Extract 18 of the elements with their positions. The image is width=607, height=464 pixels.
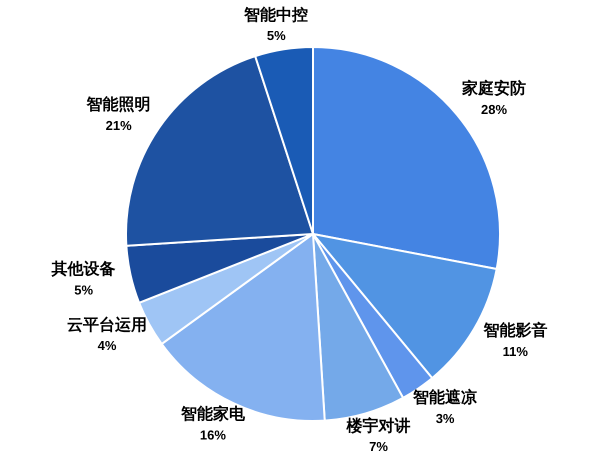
slice-label: 智能照明: [86, 94, 151, 114]
slice-label: 其他设备: [50, 259, 116, 278]
data-label: 5%: [266, 28, 286, 44]
slice-label: 智能家电: [180, 404, 246, 424]
slice-label: 智能中控: [243, 4, 308, 24]
data-label: 21%: [106, 118, 132, 133]
slice-label: 楼宇对讲: [346, 416, 411, 435]
data-label: 11%: [502, 344, 528, 359]
data-label: 28%: [481, 102, 508, 118]
slice-label: 智能影音: [482, 320, 548, 340]
slice-label: 家庭安防: [461, 78, 526, 98]
data-label: 16%: [200, 427, 226, 442]
data-label: 7%: [369, 439, 388, 454]
data-label: 5%: [74, 282, 94, 298]
slice-label: 智能遮凉: [412, 388, 478, 407]
data-label: 4%: [98, 338, 117, 354]
slice-label: 云平台运用: [67, 314, 148, 334]
data-label: 3%: [436, 411, 455, 426]
